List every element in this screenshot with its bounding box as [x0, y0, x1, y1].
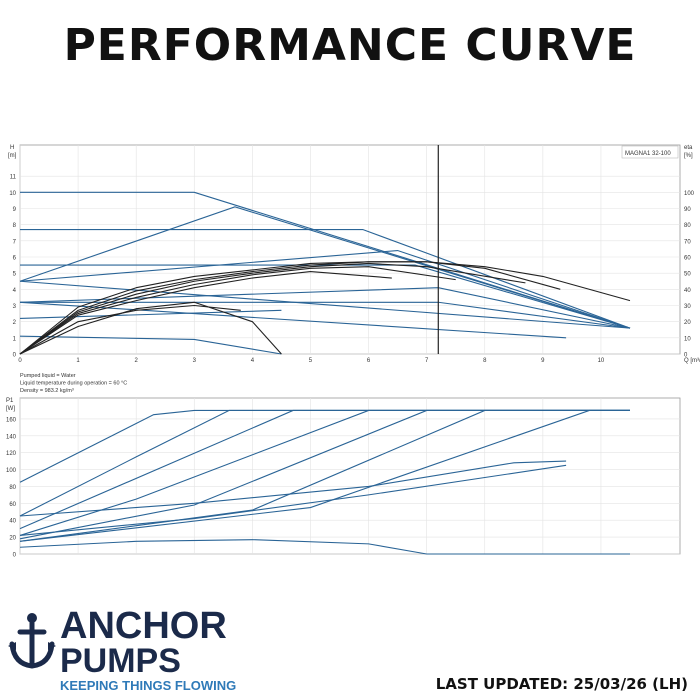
- y-tick-label: 0: [13, 553, 17, 559]
- x-tick-label: 1: [76, 358, 80, 364]
- y-tick-label: 11: [10, 175, 17, 181]
- x-tick-label: 7: [425, 358, 429, 364]
- power-curve: [19, 460, 567, 517]
- brand-logo: ANCHOR PUMPS KEEPING THINGS FLOWING: [8, 604, 258, 694]
- x-tick-label: 2: [135, 358, 139, 364]
- x-tick-label: 10: [598, 358, 605, 364]
- y-tick-label: 9: [13, 207, 17, 213]
- efficiency-curve: [19, 271, 392, 355]
- head-curve: [20, 191, 631, 329]
- y-tick-label: 60: [9, 502, 16, 508]
- brand-tagline: KEEPING THINGS FLOWING: [60, 678, 236, 693]
- head-curve: [19, 335, 282, 355]
- y2-tick-label: 60: [684, 256, 691, 262]
- y-tick-label: 1: [13, 336, 17, 342]
- y2-tick-label: 80: [684, 223, 691, 229]
- x-tick-label: 4: [251, 358, 255, 364]
- y2-tick-label: 0: [684, 353, 688, 359]
- efficiency-curve: [19, 301, 282, 355]
- power-curve: [19, 409, 630, 483]
- power-curve: [19, 409, 630, 517]
- last-updated-label: LAST UPDATED: 25/03/26 (LH): [435, 675, 688, 693]
- y2-tick-label: 30: [684, 304, 691, 310]
- y-tick-label: 2: [13, 320, 17, 326]
- x-axis-label: Q [m³/h]: [684, 358, 700, 364]
- x-tick-label: 9: [541, 358, 545, 364]
- y-axis-unit: [m]: [8, 153, 17, 159]
- y-axis-label: P1: [6, 398, 14, 404]
- y-tick-label: 5: [13, 272, 17, 278]
- x-tick-label: 5: [309, 358, 313, 364]
- y-tick-label: 120: [6, 451, 17, 457]
- x-tick-label: 6: [367, 358, 371, 364]
- power-curve: [19, 464, 567, 536]
- y2-axis-label: eta: [684, 145, 693, 151]
- power-curve: [19, 409, 630, 542]
- y-tick-label: 4: [13, 288, 17, 294]
- head-curve: [19, 206, 631, 329]
- efficiency-curve: [19, 261, 631, 355]
- head-curve: [20, 228, 631, 329]
- y2-tick-label: 50: [684, 272, 691, 278]
- brand-name-line1: ANCHOR: [60, 605, 227, 647]
- note-line: Density = 983.2 kg/m³: [20, 388, 74, 394]
- y2-axis-unit: [%]: [684, 153, 693, 159]
- y-tick-label: 160: [6, 417, 17, 423]
- note-line: Pumped liquid = Water: [20, 373, 76, 379]
- y2-tick-label: 70: [684, 239, 691, 245]
- anchor-icon: [8, 613, 56, 669]
- head-curve: [20, 264, 631, 329]
- efficiency-curve: [19, 261, 561, 355]
- y2-tick-label: 90: [684, 207, 691, 213]
- efficiency-curve: [19, 262, 526, 355]
- head-curve: [19, 280, 631, 329]
- power-curve: [19, 409, 630, 536]
- x-tick-label: 0: [18, 358, 22, 364]
- y-tick-label: 7: [13, 239, 17, 245]
- y-tick-label: 80: [9, 485, 16, 491]
- y2-tick-label: 40: [684, 288, 691, 294]
- y2-tick-label: 100: [684, 191, 695, 197]
- brand-name-line2: PUMPS: [60, 642, 181, 680]
- x-tick-label: 3: [193, 358, 197, 364]
- legend-label: MAGNA1 32-100: [625, 151, 671, 157]
- head-curve: [19, 249, 631, 329]
- y-axis-unit: [W]: [6, 406, 15, 412]
- note-line: Liquid temperature during operation = 60…: [20, 381, 127, 387]
- legend-box: [621, 145, 679, 159]
- efficiency-curve: [19, 266, 456, 355]
- x-tick-label: 8: [483, 358, 487, 364]
- head-curve: [19, 301, 567, 339]
- power-curve: [19, 409, 630, 540]
- power-curve: [19, 409, 630, 542]
- head-curve: [19, 309, 282, 319]
- y-tick-label: 20: [9, 536, 16, 542]
- y-tick-label: 40: [9, 519, 16, 525]
- y-tick-label: 8: [13, 223, 17, 229]
- y-tick-label: 10: [9, 191, 16, 197]
- y-tick-label: 3: [13, 304, 17, 310]
- y2-tick-label: 20: [684, 320, 691, 326]
- y2-tick-label: 10: [684, 336, 691, 342]
- page-title: PERFORMANCE CURVE: [63, 20, 637, 71]
- y-axis-label: H: [10, 145, 14, 151]
- y-tick-label: 6: [13, 256, 17, 262]
- y-tick-label: 140: [6, 434, 17, 440]
- plot-frame: [19, 397, 681, 555]
- y-tick-label: 100: [6, 468, 17, 474]
- y-tick-label: 0: [13, 353, 17, 359]
- power-curve: [19, 539, 630, 555]
- power-chart: 0 20 40 60 80 100 120 140 160 P1 [W]: [6, 397, 681, 559]
